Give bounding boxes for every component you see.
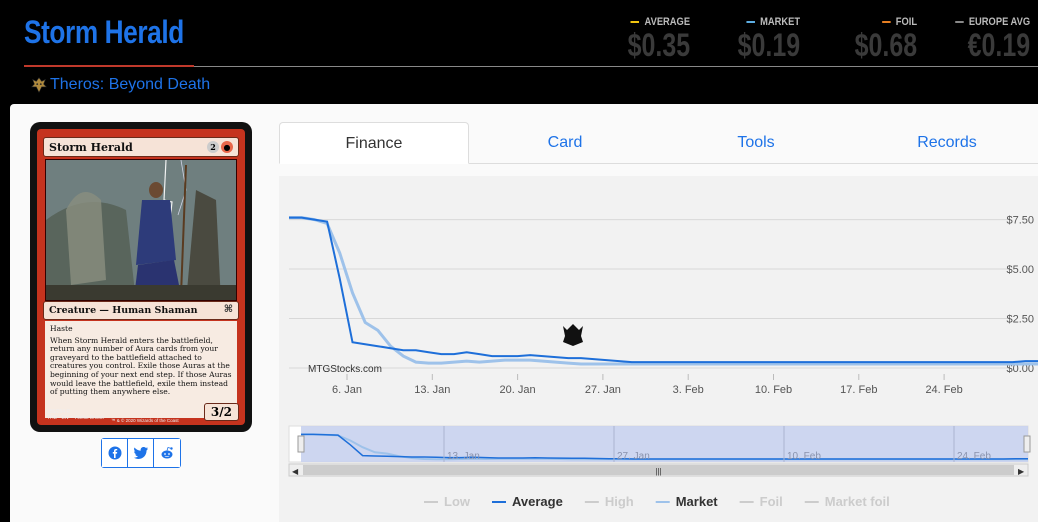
price-label: FOIL — [849, 16, 917, 28]
card-type-line: Creature — Human Shaman ⌘ — [43, 301, 239, 320]
mana-cost: 2 ● — [207, 141, 233, 153]
scroll-left-icon[interactable]: ◀ — [292, 467, 299, 476]
y-tick-label: $0.00 — [1006, 363, 1034, 375]
reddit-icon — [161, 447, 173, 459]
tab-bar: Finance Card Tools Records — [279, 122, 1038, 164]
twitter-icon — [133, 447, 148, 459]
set-name: Theros: Beyond Death — [50, 76, 211, 93]
navigator-tick-label: 27. Jan — [617, 451, 650, 462]
facebook-icon — [108, 446, 121, 460]
card-image[interactable]: Storm Herald 2 ● — [30, 122, 252, 432]
x-tick-label: 17. Feb — [840, 384, 877, 396]
navigator-tick-label: 13. Jan — [447, 451, 480, 462]
card-name-text: Storm Herald — [49, 141, 133, 154]
price-label: AVERAGE — [622, 16, 690, 28]
share-buttons — [101, 438, 181, 468]
card-keyword: Haste — [50, 324, 73, 333]
series-color-swatch — [746, 21, 755, 23]
share-twitter-button[interactable] — [128, 439, 154, 467]
legend-item-market-foil[interactable]: Market foil — [825, 494, 890, 509]
title-divider — [24, 66, 1038, 67]
price-label-text: MARKET — [759, 16, 800, 28]
chart-watermark: MTGStocks.com — [308, 364, 382, 375]
share-reddit-button[interactable] — [154, 439, 180, 467]
card-artist: THB • EN ✒ Aleksi Briclot — [47, 415, 104, 421]
navigator-tick-label: 10. Feb — [787, 451, 821, 462]
y-tick-label: $5.00 — [1006, 264, 1034, 276]
price-value: €0.19 — [967, 27, 1030, 63]
y-tick-label: $7.50 — [1006, 215, 1034, 227]
y-tick-label: $2.50 — [1006, 314, 1034, 326]
series-color-swatch — [882, 21, 891, 23]
price-label-text: FOIL — [895, 16, 917, 28]
scrollbar-grip-icon: ||| — [656, 467, 662, 476]
card-collector-number: 156/254 R — [47, 409, 71, 415]
price-value: $0.68 — [854, 27, 917, 63]
x-tick-label: 13. Jan — [414, 384, 450, 396]
scroll-right-icon[interactable]: ▶ — [1018, 467, 1025, 476]
card-rules-text: Haste When Storm Herald enters the battl… — [45, 321, 237, 418]
price-label-text: EUROPE AVG — [968, 16, 1030, 28]
legend-item-high[interactable]: High — [605, 494, 634, 509]
card-art-illustration — [46, 160, 236, 300]
card-type-text: Creature — Human Shaman — [49, 305, 198, 316]
x-tick-label: 24. Feb — [925, 384, 962, 396]
price-chart-svg: $7.50 $5.00 $2.50 $0.00 6. Jan 13. Jan 20. Jan… — [279, 176, 1038, 522]
legend-item-market[interactable]: Market — [676, 494, 719, 509]
series-color-swatch — [955, 21, 964, 23]
tab-records[interactable]: Records — [917, 134, 977, 151]
card-copyright: ™ & © 2020 Wizards of the Coast — [111, 418, 179, 423]
navigator-tick-label: 24. Feb — [957, 451, 991, 462]
tab-finance[interactable]: Finance — [279, 122, 469, 164]
navigator-selection[interactable] — [301, 426, 1028, 462]
chart-scrollbar-thumb[interactable] — [303, 465, 1014, 475]
main-panel: Storm Herald 2 ● — [10, 104, 1038, 522]
navigator-left-handle[interactable] — [297, 435, 305, 453]
card-ability-text: When Storm Herald enters the battlefield… — [50, 335, 232, 397]
x-tick-label: 10. Feb — [755, 384, 792, 396]
series-line-average — [289, 216, 1038, 364]
price-foil: FOIL $0.68 — [837, 16, 917, 62]
title-accent-divider — [24, 65, 194, 67]
set-link[interactable]: Theros: Beyond Death — [30, 76, 210, 94]
mana-red-icon: ● — [221, 141, 233, 153]
theros-set-icon — [31, 77, 47, 93]
price-market: MARKET $0.19 — [720, 16, 800, 62]
x-tick-label: 20. Jan — [500, 384, 536, 396]
tab-card[interactable]: Card — [547, 134, 583, 151]
tab-tools[interactable]: Tools — [737, 134, 775, 151]
card-art — [45, 159, 237, 301]
set-release-marker-icon[interactable] — [563, 324, 583, 346]
legend-item-foil[interactable]: Foil — [760, 494, 783, 509]
price-europe-avg: EUROPE AVG €0.19 — [942, 16, 1030, 62]
price-value: $0.19 — [737, 27, 800, 63]
legend-item-average[interactable]: Average — [512, 494, 563, 509]
page-header: Storm Herald Theros: Beyond Death AVERAG… — [0, 0, 1038, 104]
price-label-text: AVERAGE — [644, 16, 690, 28]
card-frame: Storm Herald 2 ● — [37, 129, 245, 425]
series-line-market — [289, 216, 1038, 366]
x-tick-label: 3. Feb — [673, 384, 704, 396]
card-footer: 156/254 R THB • EN ✒ Aleksi Briclot — [47, 409, 104, 421]
mana-generic: 2 — [207, 141, 219, 153]
page-title: Storm Herald — [24, 14, 184, 50]
navigator-right-handle[interactable] — [1023, 435, 1031, 453]
navigator-average-line — [301, 433, 1028, 460]
price-value: $0.35 — [627, 27, 690, 63]
series-color-swatch — [630, 21, 640, 23]
share-facebook-button[interactable] — [102, 439, 128, 467]
price-label: EUROPE AVG — [955, 16, 1030, 28]
x-tick-label: 27. Jan — [585, 384, 621, 396]
x-tick-label: 6. Jan — [332, 384, 362, 396]
card-power-toughness: 3/2 — [203, 403, 239, 421]
price-average: AVERAGE $0.35 — [610, 16, 690, 62]
price-label: MARKET — [732, 16, 800, 28]
marker-shape — [563, 324, 583, 346]
card-name: Storm Herald 2 ● — [43, 137, 239, 157]
legend-item-low[interactable]: Low — [444, 494, 471, 509]
price-chart: $7.50 $5.00 $2.50 $0.00 6. Jan 13. Jan 20. Jan… — [279, 176, 1038, 522]
set-symbol-icon: ⌘ — [223, 304, 233, 315]
